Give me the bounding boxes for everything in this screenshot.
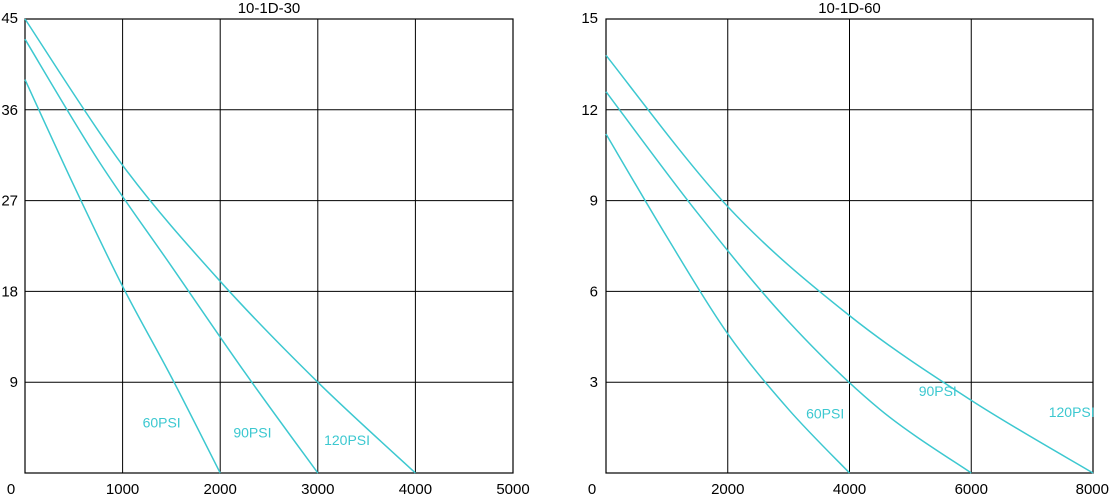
x-tick-label: 4000 (399, 481, 432, 497)
y-tick-label: 12 (581, 102, 598, 119)
chart-title: 10-1D-30 (238, 0, 301, 17)
x-tick-label: 0 (588, 481, 596, 497)
series-line-90psi (605, 91, 972, 474)
y-tick-label: 27 (1, 193, 18, 210)
series-label-90psi: 90PSI (233, 425, 271, 441)
plot-frame (24, 18, 514, 474)
y-tick-label: 9 (590, 193, 598, 210)
x-tick-label: 8000 (1076, 481, 1109, 497)
series-label-120psi: 120PSI (1049, 404, 1095, 420)
y-tick-label: 18 (1, 283, 18, 300)
x-tick-label: 6000 (955, 481, 988, 497)
y-tick-label: 15 (581, 10, 598, 27)
y-tick-label: 6 (590, 283, 598, 300)
chart-10-1d-60: 10-1D-60 0 2000 4000 6000 8000 3 6 9 12 15 60PSI 90P… (581, 0, 1109, 497)
series-label-120psi: 120PSI (324, 432, 370, 448)
series-label-60psi: 60PSI (143, 415, 181, 431)
x-tick-label: 4000 (833, 481, 866, 497)
series-label-60psi: 60PSI (806, 406, 844, 422)
chart-title: 10-1D-60 (818, 0, 881, 17)
y-tick-label: 36 (1, 102, 18, 119)
series-line-60psi (24, 79, 221, 474)
series-line-60psi (605, 133, 851, 474)
y-tick-label: 45 (1, 10, 18, 27)
x-tick-label: 3000 (301, 481, 334, 497)
series-line-90psi (24, 38, 319, 474)
y-tick-label: 9 (10, 374, 18, 391)
x-tick-label: 2000 (204, 481, 237, 497)
series-label-90psi: 90PSI (919, 383, 957, 399)
x-tick-label: 5000 (496, 481, 529, 497)
chart-10-1d-30: 10-1D-30 0 1000 2000 3000 4000 5000 9 18 27 36 45 60… (1, 0, 529, 497)
x-tick-label: 0 (7, 481, 15, 497)
series-line-120psi (605, 54, 1094, 474)
y-tick-label: 3 (590, 374, 598, 391)
series-line-120psi (24, 18, 416, 474)
x-tick-label: 1000 (106, 481, 139, 497)
x-tick-label: 2000 (711, 481, 744, 497)
